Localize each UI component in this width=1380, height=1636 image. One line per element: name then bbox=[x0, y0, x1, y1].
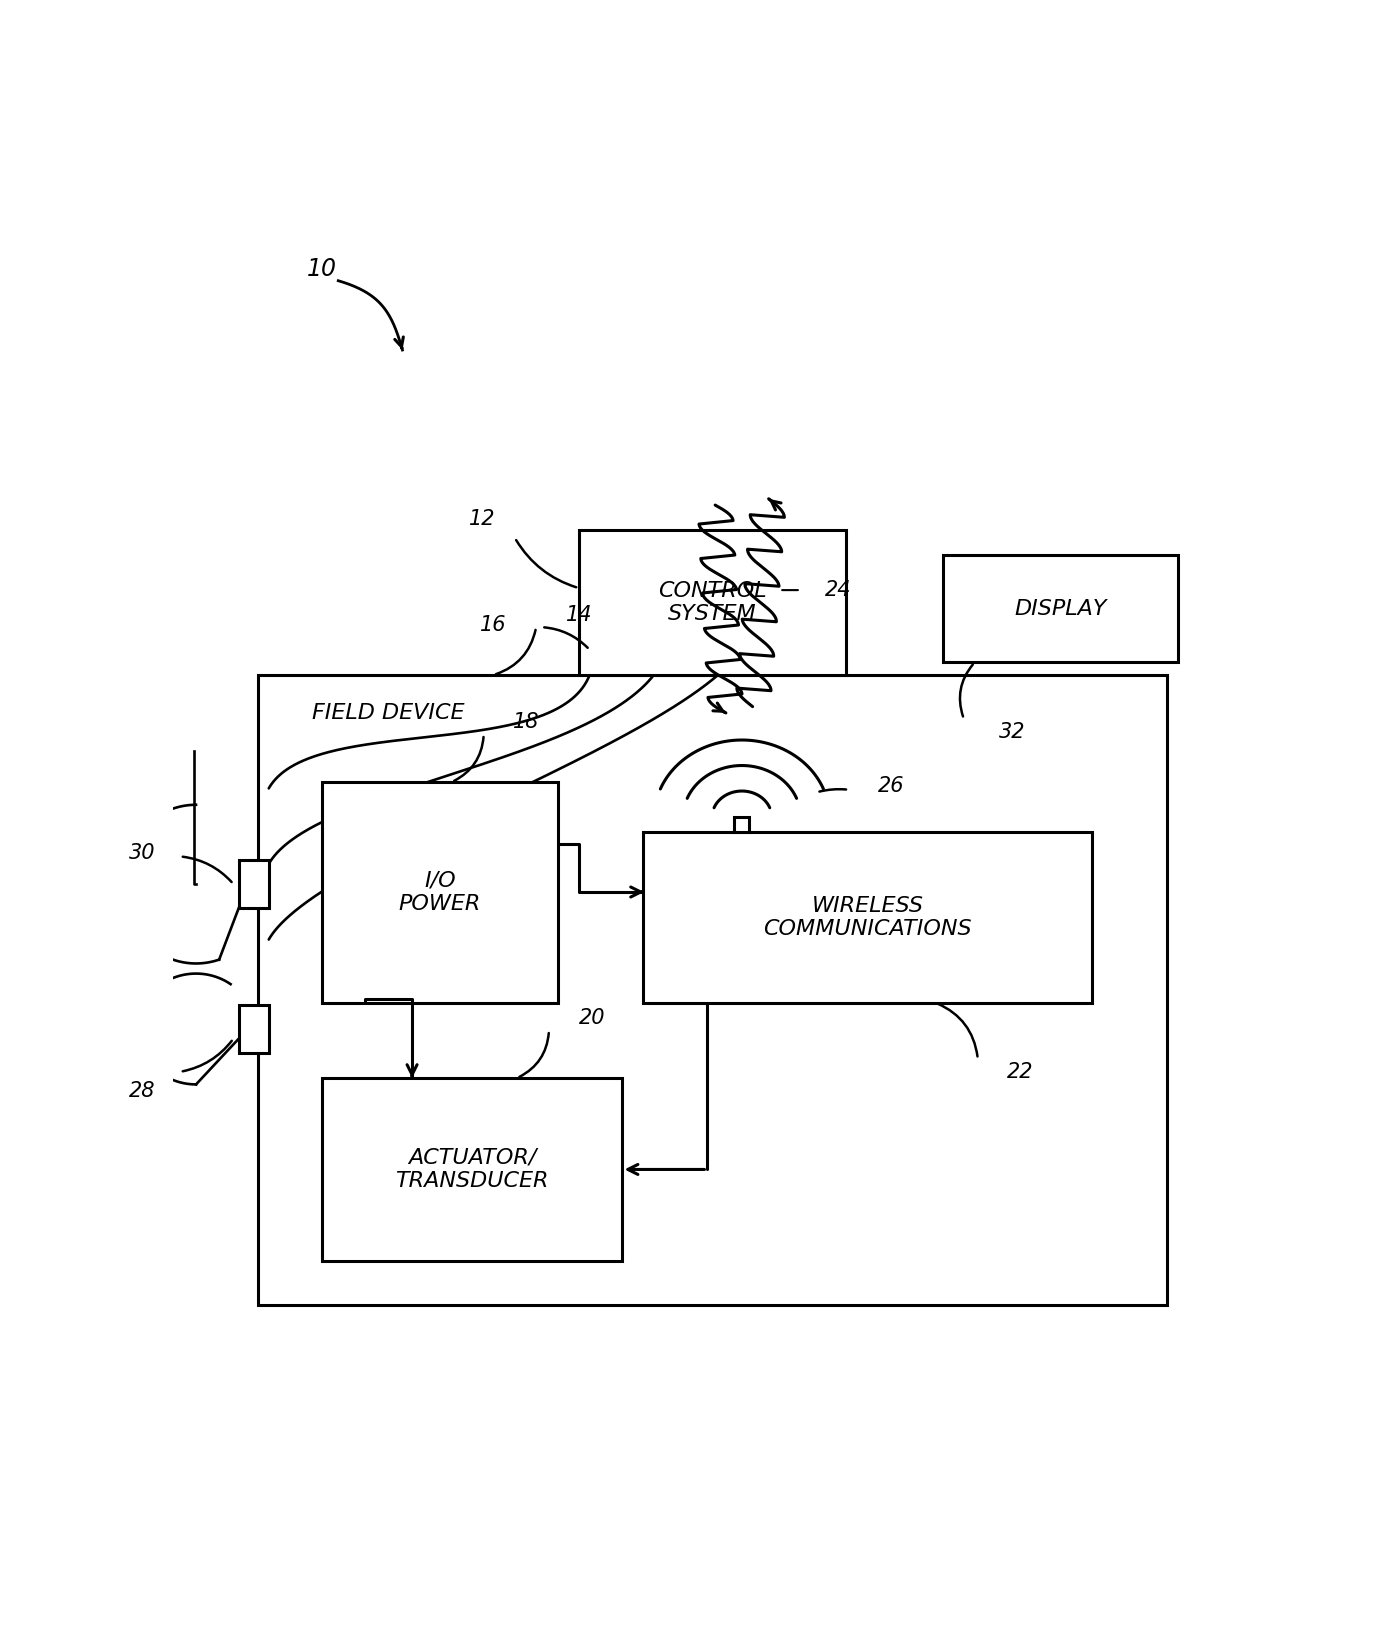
Text: 24: 24 bbox=[825, 581, 851, 600]
FancyBboxPatch shape bbox=[258, 676, 1167, 1306]
Text: 10: 10 bbox=[308, 257, 337, 281]
Text: 12: 12 bbox=[469, 509, 495, 528]
Text: 30: 30 bbox=[130, 843, 156, 862]
FancyBboxPatch shape bbox=[643, 833, 1093, 1003]
Text: 26: 26 bbox=[879, 775, 905, 797]
Text: DISPLAY: DISPLAY bbox=[1014, 599, 1107, 618]
Text: 28: 28 bbox=[130, 1081, 156, 1101]
FancyBboxPatch shape bbox=[239, 1005, 269, 1054]
FancyBboxPatch shape bbox=[323, 782, 558, 1003]
FancyBboxPatch shape bbox=[323, 1078, 622, 1261]
Text: I/O
POWER: I/O POWER bbox=[399, 870, 482, 915]
FancyBboxPatch shape bbox=[239, 861, 269, 908]
Text: 16: 16 bbox=[480, 615, 506, 635]
Text: ACTUATOR/
TRANSDUCER: ACTUATOR/ TRANSDUCER bbox=[395, 1148, 549, 1191]
Text: 32: 32 bbox=[999, 721, 1025, 741]
Text: 20: 20 bbox=[578, 1008, 604, 1027]
FancyBboxPatch shape bbox=[734, 818, 749, 833]
Text: FIELD DEVICE: FIELD DEVICE bbox=[312, 703, 464, 723]
Text: CONTROL
SYSTEM: CONTROL SYSTEM bbox=[658, 581, 767, 625]
Text: 18: 18 bbox=[513, 712, 540, 731]
Text: 14: 14 bbox=[566, 605, 592, 625]
FancyBboxPatch shape bbox=[580, 530, 846, 676]
Text: WIRELESS
COMMUNICATIONS: WIRELESS COMMUNICATIONS bbox=[763, 897, 972, 939]
Text: 22: 22 bbox=[1007, 1062, 1034, 1081]
FancyBboxPatch shape bbox=[943, 555, 1177, 663]
